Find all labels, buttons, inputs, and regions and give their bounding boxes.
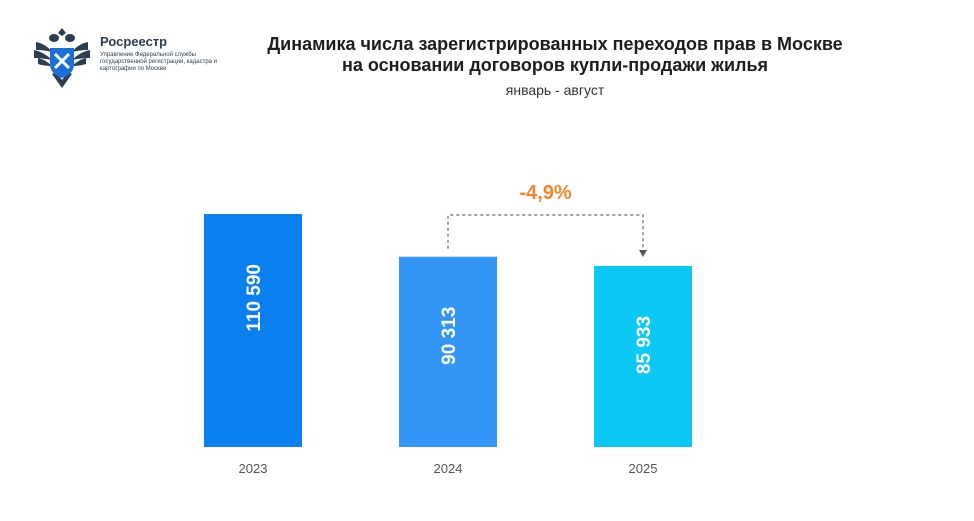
chart-title-line-1: Динамика числа зарегистрированных перехо… [267, 34, 843, 54]
x-tick-label-2025: 2025 [629, 461, 658, 476]
organization-name: Управление Федеральной службы государств… [100, 52, 218, 72]
chart-title-line-2: на основании договоров купли-продажи жил… [341, 55, 769, 75]
change-arrow-icon [639, 249, 647, 257]
bar-value-label-2025: 85 933 [634, 316, 655, 374]
change-bracket [447, 214, 644, 250]
chart-title: Динамика числа зарегистрированных перехо… [235, 34, 875, 76]
chart-period: январь - август [505, 82, 605, 98]
logo: Росреестр Управление Федеральной службы … [30, 24, 240, 94]
bar-2023 [204, 214, 302, 447]
x-tick-label-2023: 2023 [239, 461, 268, 476]
bar-2024 [399, 256, 497, 447]
brand-name: Росреестр [100, 34, 168, 49]
x-tick-label-2024: 2024 [434, 461, 463, 476]
bar-value-label-2023: 110 590 [244, 264, 265, 332]
eagle-emblem-icon [34, 28, 90, 88]
bar-2025 [594, 265, 692, 447]
bar-value-label-2024: 90 313 [439, 307, 460, 365]
change-percent-label: -4,9% [519, 182, 571, 204]
